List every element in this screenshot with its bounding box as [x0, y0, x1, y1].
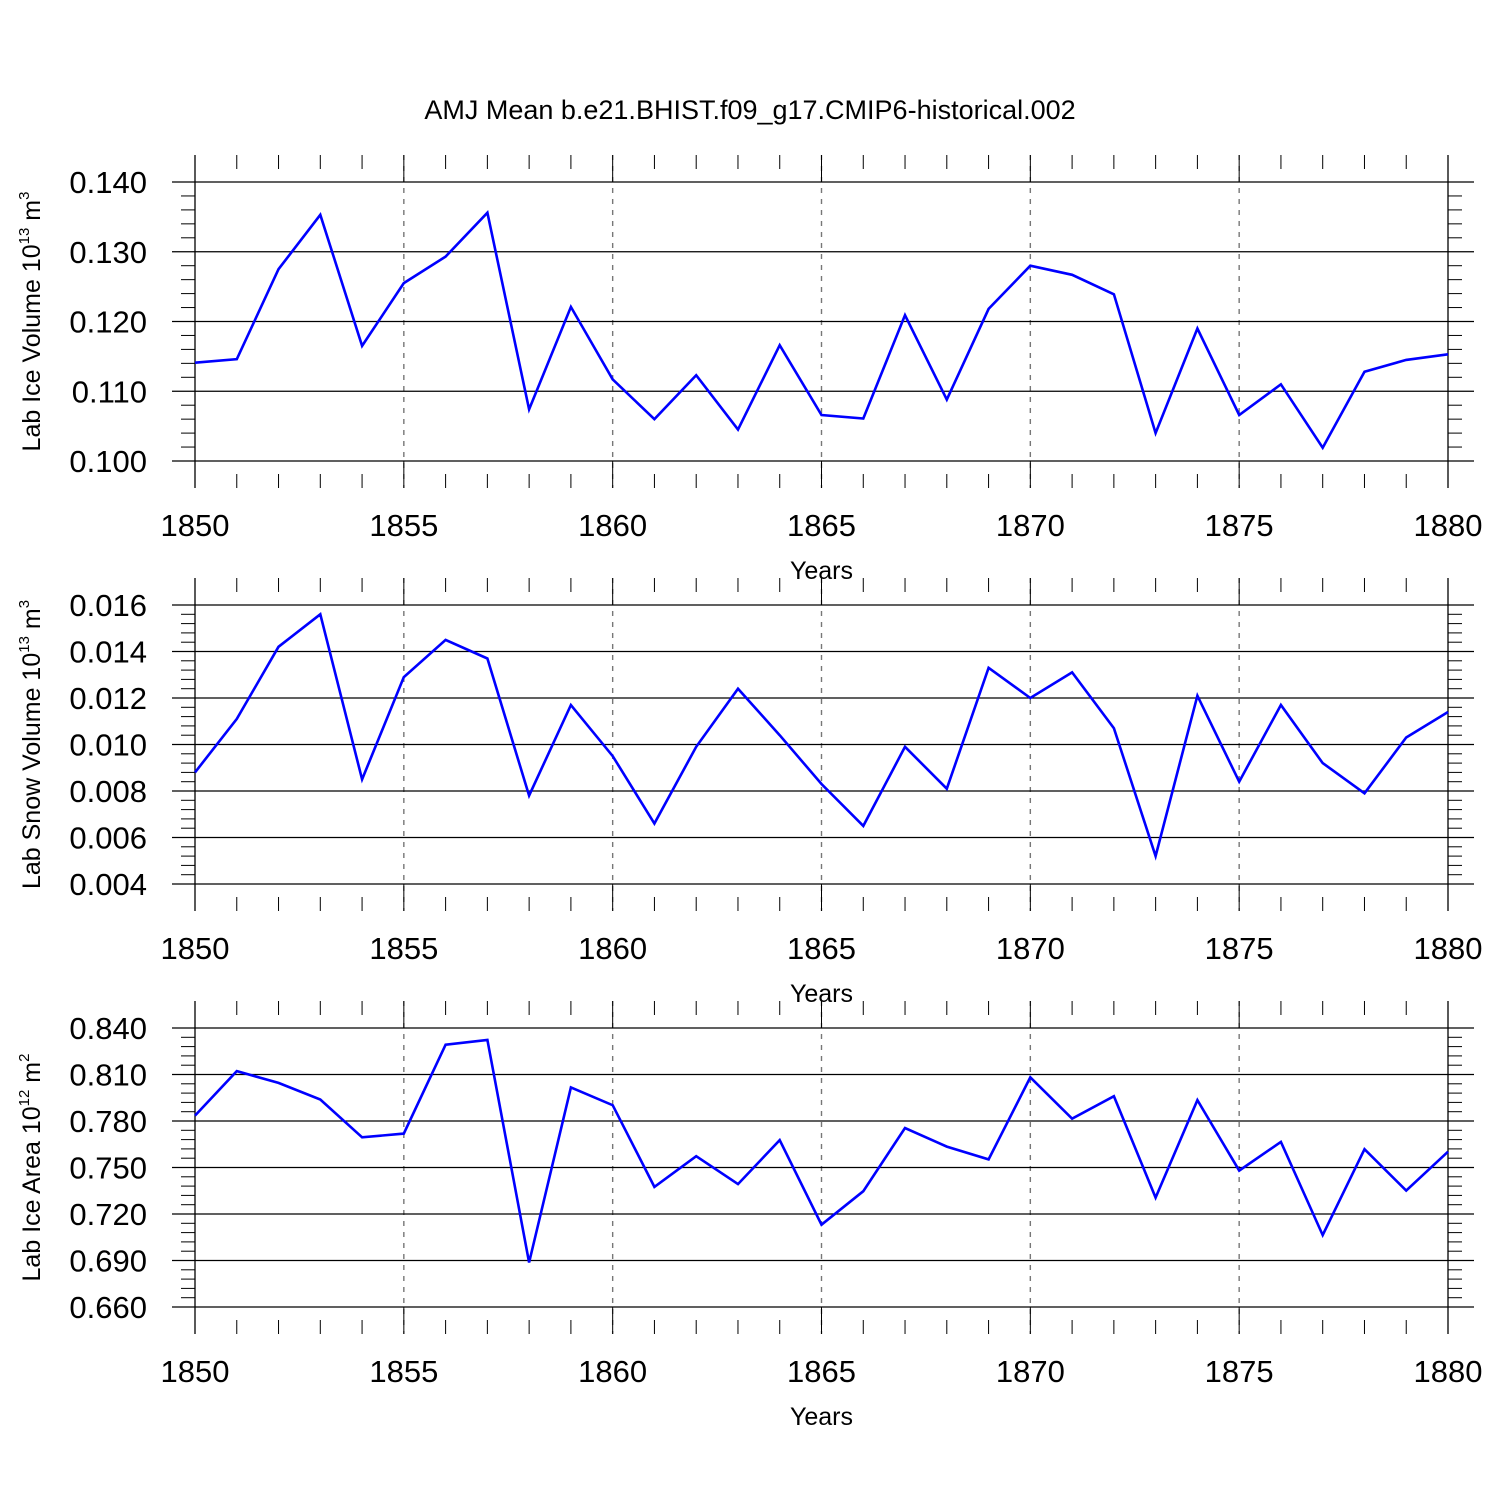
x-tick-label: 1850: [161, 931, 230, 966]
y-tick-label: 0.780: [69, 1104, 147, 1139]
x-tick-label: 1880: [1414, 931, 1483, 966]
panel-2: 0.004 0.006 0.008 0.010 0.012 0.014 0.016 1850 1…: [16, 578, 1482, 1008]
y-axis-title-part: 2: [16, 1054, 33, 1062]
y-axis-title-part: Lab Snow Volume 10: [18, 653, 46, 889]
y-axis-title: Lab Ice Area 1012 m2: [16, 1054, 46, 1282]
y-tick-label: 0.016: [69, 588, 147, 623]
y-tick-label: 0.008: [69, 774, 147, 809]
y-tick-label: 0.004: [69, 867, 147, 902]
x-tick-label: 1880: [1414, 508, 1483, 543]
y-tick-label: 0.130: [69, 235, 147, 270]
y-tick-label: 0.010: [69, 728, 147, 763]
chart-panels: 0.100 0.110 0.120 0.130 0.140 1850 1855 1860 186…: [16, 155, 1482, 1431]
x-tick-label: 1850: [161, 508, 230, 543]
series-line: [194, 1038, 1449, 1263]
y-tick-label: 0.660: [69, 1290, 147, 1325]
y-axis-title-part: 12: [16, 1090, 33, 1107]
series-line: [193, 612, 1449, 861]
y-axis-title-part: 13: [16, 228, 33, 245]
x-tick-label: 1870: [996, 931, 1065, 966]
x-tick-label: 1865: [787, 508, 856, 543]
y-axis-title-part: 3: [16, 600, 33, 608]
x-tick-label: 1855: [369, 508, 438, 543]
panel-3: 0.660 0.690 0.720 0.750 0.780 0.810 0.840 1850 1…: [16, 1001, 1482, 1431]
x-tick-label: 1880: [1414, 1354, 1483, 1389]
x-tick-label: 1855: [369, 931, 438, 966]
y-tick-label: 0.140: [69, 165, 147, 200]
y-axis-title-part: 13: [16, 636, 33, 653]
y-tick-label: 0.810: [69, 1058, 147, 1093]
y-axis-title-part: Lab Ice Volume 10: [18, 244, 46, 451]
y-axis-title-part: m: [18, 608, 46, 636]
y-tick-label: 0.012: [69, 681, 147, 716]
x-tick-label: 1855: [369, 1354, 438, 1389]
y-axis-title-part: m: [18, 1062, 46, 1090]
x-tick-label: 1865: [787, 1354, 856, 1389]
y-tick-label: 0.840: [69, 1011, 147, 1046]
x-axis-title: Years: [790, 1403, 853, 1431]
y-tick-label: 0.110: [72, 374, 147, 409]
y-tick-label: 0.006: [69, 821, 147, 856]
x-tick-label: 1860: [578, 1354, 647, 1389]
y-axis-title-part: m: [18, 200, 46, 228]
y-axis-title-part: Lab Ice Area 10: [18, 1106, 46, 1281]
x-tick-label: 1850: [161, 1354, 230, 1389]
x-tick-label: 1860: [578, 931, 647, 966]
y-axis-title: Lab Snow Volume 1013 m3: [16, 600, 46, 889]
x-tick-label: 1870: [996, 508, 1065, 543]
series-line: [194, 210, 1449, 451]
y-tick-label: 0.720: [69, 1197, 147, 1232]
y-tick-label: 0.014: [69, 635, 147, 670]
x-tick-label: 1860: [578, 508, 647, 543]
y-tick-label: 0.100: [69, 444, 147, 479]
chart-title: AMJ Mean b.e21.BHIST.f09_g17.CMIP6-histo…: [424, 95, 1075, 125]
y-axis-title-part: 3: [16, 192, 33, 200]
y-tick-label: 0.120: [69, 305, 147, 340]
x-tick-label: 1870: [996, 1354, 1065, 1389]
x-tick-label: 1875: [1205, 1354, 1274, 1389]
x-tick-label: 1865: [787, 931, 856, 966]
x-tick-label: 1875: [1205, 931, 1274, 966]
x-tick-label: 1875: [1205, 508, 1274, 543]
y-tick-label: 0.750: [69, 1151, 147, 1186]
y-tick-label: 0.690: [69, 1244, 147, 1279]
y-axis-title: Lab Ice Volume 1013 m3: [16, 192, 46, 452]
panel-1: 0.100 0.110 0.120 0.130 0.140 1850 1855 1860 186…: [16, 155, 1482, 585]
